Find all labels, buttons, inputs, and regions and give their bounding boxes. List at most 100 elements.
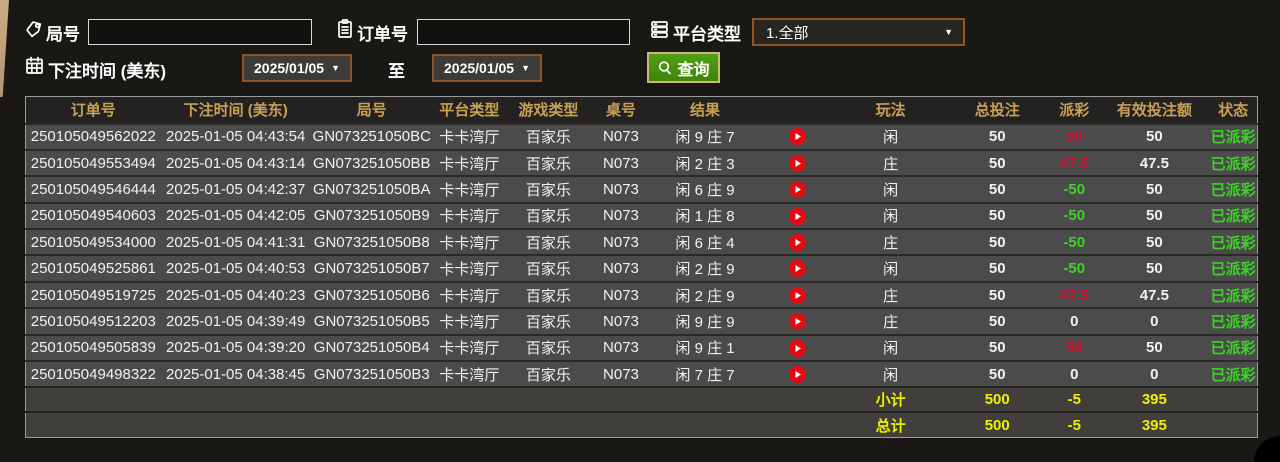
result-cell: 闲 7 庄 7 [675,366,735,384]
payout-cell: -50 [1063,207,1086,225]
valid-bet-cell: 50 [1145,260,1163,278]
result-cell: 闲 9 庄 7 [675,129,735,147]
replay-play-icon[interactable] [789,154,807,172]
play-cell: 庄 [883,234,899,252]
game-no-input[interactable] [88,19,312,45]
replay-cell [759,203,836,229]
subtotal-payout: -5 [1067,391,1081,409]
game-type-cell: 百家乐 [525,234,571,252]
search-button[interactable]: 查询 [647,52,720,83]
status-cell: 已派彩 [1210,234,1256,252]
table-row: 250105049553494 2025-01-05 04:43:14 GN0732… [25,149,1258,177]
valid-bet-cell: 0 [1150,312,1159,330]
column-header-10: 总投注 [974,102,1020,120]
status-cell: 已派彩 [1210,208,1256,226]
date-to-value: 2025/01/05 [444,60,515,76]
bet-time-cell: 2025-01-05 04:43:54 [166,128,306,146]
play-cell: 闲 [883,208,899,226]
column-header-5: 游戏类型 [518,102,579,120]
valid-bet-cell: 47.5 [1139,286,1169,304]
game-no-cell: GN073251050BB [312,154,431,172]
replay-play-icon[interactable] [789,313,807,331]
game-no-cell: GN073251050B3 [313,365,430,383]
rounded-corner-decoration [1254,436,1280,462]
order-no-cell: 250105049519725 [30,286,156,304]
order-no-cell: 250105049505839 [30,339,156,357]
bet-time-cell: 2025-01-05 04:39:20 [166,339,306,357]
table-no-cell: N073 [603,312,639,330]
column-header-12: 有效投注额 [1116,102,1192,120]
table-row: 250105049540603 2025-01-05 04:42:05 GN0732… [25,202,1258,230]
grand-total-row: 总计 500 -5 395 [25,412,1258,438]
replay-cell [759,282,836,308]
subtotal-label: 小计 [875,392,906,410]
column-header-9: 玩法 [875,102,906,120]
game-no-cell: GN073251050B4 [313,339,430,357]
play-cell: 庄 [883,313,899,331]
replay-cell [759,255,836,281]
clipboard-icon [336,19,354,44]
table-row: 250105049498322 2025-01-05 04:38:45 GN0732… [25,361,1258,388]
status-cell: 已派彩 [1210,287,1256,305]
replay-play-icon[interactable] [789,286,807,304]
replay-play-icon[interactable] [789,181,807,199]
replay-play-icon[interactable] [789,234,807,252]
column-header-1: 订单号 [70,102,116,120]
table-row: 250105049562022 2025-01-05 04:43:54 GN0732… [25,123,1258,150]
grand-total-valid-bet: 395 [1141,416,1167,434]
result-cell: 闲 1 庄 8 [675,208,735,226]
order-no-input[interactable] [417,19,630,45]
table-row: 250105049525861 2025-01-05 04:40:53 GN0732… [25,255,1258,282]
replay-play-icon[interactable] [789,260,807,278]
platform-cell: 卡卡湾厅 [439,208,500,226]
bet-time-cell: 2025-01-05 04:42:05 [166,207,306,225]
platform-type-label: 平台类型 [673,25,741,44]
platform-type-select[interactable]: 1.全部 ▼ [752,18,965,46]
valid-bet-cell: 0 [1150,365,1159,383]
valid-bet-cell: 50 [1145,339,1163,357]
valid-bet-cell: 50 [1145,233,1163,251]
payout-cell: 0 [1070,365,1079,383]
column-header-8 [759,97,836,124]
play-cell: 闲 [883,261,899,279]
bet-time-cell: 2025-01-05 04:39:49 [166,312,306,330]
table-no-cell: N073 [603,233,639,251]
column-header-6: 桌号 [605,102,636,120]
table-row: 250105049519725 2025-01-05 04:40:23 GN0732… [25,281,1258,309]
table-row: 250105049546444 2025-01-05 04:42:37 GN0732… [25,176,1258,203]
replay-play-icon[interactable] [789,365,807,383]
platform-cell: 卡卡湾厅 [439,287,500,305]
date-range-to-label: 至 [388,62,405,81]
status-cell: 已派彩 [1210,340,1256,358]
payout-cell: 47.5 [1059,286,1089,304]
table-row: 250105049505839 2025-01-05 04:39:20 GN0732… [25,334,1258,362]
game-type-cell: 百家乐 [525,129,571,147]
total-bet-cell: 50 [988,260,1006,278]
replay-cell [759,308,836,334]
game-no-cell: GN073251050B7 [313,260,430,278]
bet-time-cell: 2025-01-05 04:42:37 [166,180,306,198]
column-header-11: 派彩 [1059,102,1090,120]
bet-records-table: 订单号 下注时间 (美东) 局号 平台类型 游戏类型 桌号 结果 玩法 总投注 派彩 有效投注额 状态… [25,96,1258,438]
replay-play-icon[interactable] [789,339,807,357]
replay-cell [759,361,836,387]
total-bet-cell: 50 [988,312,1006,330]
replay-play-icon[interactable] [789,207,807,225]
table-no-cell: N073 [603,128,639,146]
table-no-cell: N073 [603,286,639,304]
platform-cell: 卡卡湾厅 [439,313,500,331]
game-no-cell: GN073251050BC [312,128,431,146]
status-cell: 已派彩 [1210,155,1256,173]
game-type-cell: 百家乐 [525,208,571,226]
column-header-4: 平台类型 [439,102,500,120]
order-no-label: 订单号 [357,25,408,44]
date-from-picker[interactable]: 2025/01/05 ▼ [242,54,352,82]
platform-stack-icon [650,20,669,44]
table-no-cell: N073 [603,260,639,278]
result-cell: 闲 9 庄 1 [675,340,735,358]
game-no-cell: GN073251050BA [312,180,431,198]
date-to-picker[interactable]: 2025/01/05 ▼ [432,54,542,82]
chevron-down-icon: ▼ [944,27,953,37]
table-row: 250105049534000 2025-01-05 04:41:31 GN0732… [25,229,1258,256]
replay-play-icon[interactable] [789,128,807,146]
